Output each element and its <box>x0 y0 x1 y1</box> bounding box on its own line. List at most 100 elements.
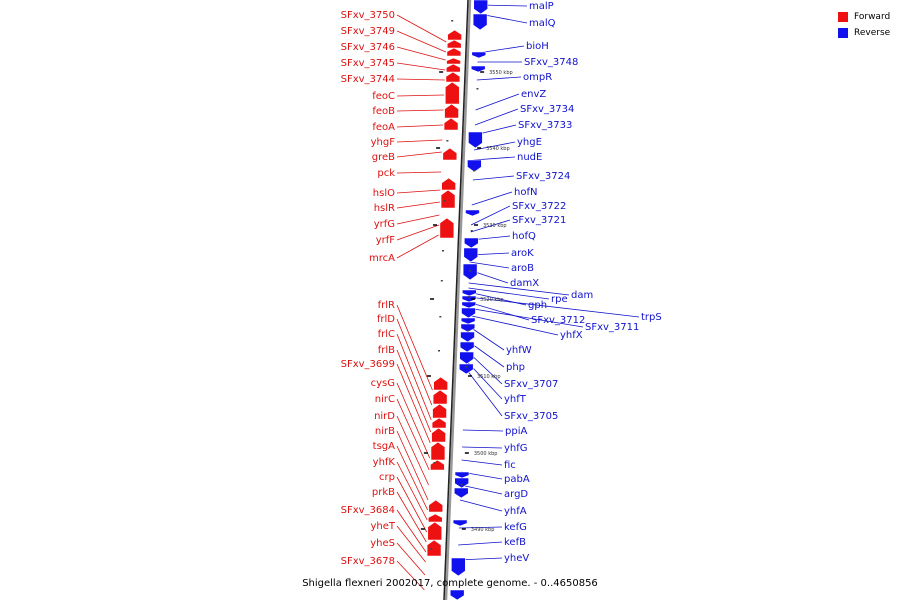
reverse-gene-label[interactable]: hofQ <box>512 231 536 242</box>
reverse-gene-label[interactable]: fic <box>504 460 516 471</box>
reverse-gene-feature[interactable] <box>459 351 474 365</box>
forward-gene-label[interactable]: mrcA <box>369 253 395 264</box>
forward-gene-feature[interactable] <box>431 417 447 429</box>
reverse-gene-feature[interactable] <box>454 477 469 489</box>
forward-gene-label[interactable]: nirB <box>375 426 395 437</box>
reverse-gene-label[interactable]: ppiA <box>505 426 527 437</box>
reverse-gene-label[interactable]: dam <box>571 290 593 301</box>
reverse-gene-feature[interactable] <box>463 237 479 249</box>
forward-gene-label[interactable]: yheS <box>370 538 395 549</box>
forward-gene-label[interactable]: frlB <box>378 345 395 356</box>
forward-gene-label[interactable]: SFxv_3745 <box>341 58 395 69</box>
forward-gene-feature[interactable] <box>444 103 459 119</box>
reverse-gene-feature[interactable] <box>463 247 479 263</box>
reverse-gene-label[interactable]: kefG <box>504 522 527 533</box>
reverse-gene-label[interactable]: hofN <box>514 187 537 198</box>
forward-gene-label[interactable]: frlR <box>378 300 395 311</box>
reverse-gene-label[interactable]: yhgE <box>517 137 542 148</box>
reverse-gene-feature[interactable] <box>458 363 474 375</box>
reverse-gene-feature[interactable] <box>460 331 475 343</box>
forward-gene-label[interactable]: pck <box>377 168 395 179</box>
forward-gene-label[interactable]: nirD <box>374 411 395 422</box>
forward-gene-feature[interactable] <box>426 539 442 557</box>
forward-gene-label[interactable]: yhfK <box>373 457 396 468</box>
forward-gene-feature[interactable] <box>442 147 458 161</box>
reverse-gene-feature[interactable] <box>467 159 482 173</box>
reverse-gene-label[interactable]: malP <box>529 1 554 12</box>
reverse-gene-label[interactable]: SFxv_3734 <box>520 104 574 115</box>
reverse-gene-label[interactable]: yheV <box>504 553 529 564</box>
reverse-gene-label[interactable]: SFxv_3721 <box>512 215 566 226</box>
reverse-gene-feature[interactable] <box>472 13 488 31</box>
forward-gene-feature[interactable] <box>433 376 448 391</box>
forward-gene-label[interactable]: SFxv_3744 <box>341 74 395 85</box>
reverse-gene-feature[interactable] <box>461 301 477 309</box>
reverse-gene-feature[interactable] <box>470 65 486 73</box>
reverse-gene-label[interactable]: ompR <box>523 72 552 83</box>
reverse-gene-label[interactable]: yhfT <box>504 394 527 405</box>
forward-gene-feature[interactable] <box>441 177 456 191</box>
reverse-gene-feature[interactable] <box>452 519 468 527</box>
reverse-gene-label[interactable]: kefB <box>504 537 526 548</box>
reverse-gene-label[interactable]: envZ <box>521 89 546 100</box>
forward-gene-label[interactable]: SFxv_3746 <box>341 42 395 53</box>
forward-gene-label[interactable]: SFxv_3678 <box>341 556 395 567</box>
forward-gene-label[interactable]: frlC <box>378 329 395 340</box>
forward-gene-label[interactable]: yrfF <box>376 235 396 246</box>
forward-gene-label[interactable]: frlD <box>377 314 395 325</box>
reverse-gene-feature[interactable] <box>454 471 470 479</box>
reverse-gene-label[interactable]: gph <box>528 300 547 311</box>
forward-gene-feature[interactable] <box>445 63 461 73</box>
reverse-gene-label[interactable]: bioH <box>526 41 549 52</box>
reverse-gene-label[interactable]: pabA <box>504 474 530 485</box>
reverse-gene-feature[interactable] <box>461 289 477 297</box>
reverse-gene-label[interactable]: trpS <box>641 312 662 323</box>
forward-gene-feature[interactable] <box>427 521 443 541</box>
forward-gene-feature[interactable] <box>430 441 446 461</box>
reverse-gene-label[interactable]: SFxv_3707 <box>504 379 558 390</box>
reverse-gene-label[interactable]: nudE <box>517 152 542 163</box>
reverse-gene-feature[interactable] <box>453 487 469 499</box>
forward-gene-feature[interactable] <box>430 459 445 471</box>
forward-gene-label[interactable]: SFxv_3699 <box>341 359 395 370</box>
reverse-gene-label[interactable]: SFxv_3711 <box>585 322 639 333</box>
forward-gene-feature[interactable] <box>443 117 459 131</box>
forward-gene-feature[interactable] <box>432 403 447 419</box>
forward-gene-label[interactable]: SFxv_3750 <box>341 10 395 21</box>
forward-gene-feature[interactable] <box>445 71 461 83</box>
reverse-gene-label[interactable]: SFxv_3724 <box>516 171 570 182</box>
forward-gene-feature[interactable] <box>446 57 461 65</box>
forward-gene-label[interactable]: feoC <box>372 91 395 102</box>
forward-gene-label[interactable]: cysG <box>371 378 395 389</box>
forward-gene-label[interactable]: hslO <box>373 188 395 199</box>
reverse-gene-feature[interactable] <box>462 263 478 281</box>
forward-gene-feature[interactable] <box>432 389 448 405</box>
forward-gene-label[interactable]: yheT <box>370 521 395 532</box>
forward-gene-feature[interactable] <box>428 499 444 513</box>
reverse-gene-label[interactable]: argD <box>504 489 528 500</box>
reverse-gene-label[interactable]: rpe <box>551 294 568 305</box>
reverse-gene-label[interactable]: yhfW <box>506 345 532 356</box>
forward-gene-feature[interactable] <box>447 29 462 41</box>
forward-gene-feature[interactable] <box>440 189 456 209</box>
reverse-gene-feature[interactable] <box>471 51 487 59</box>
reverse-gene-label[interactable]: malQ <box>529 18 556 29</box>
forward-gene-feature[interactable] <box>446 47 462 57</box>
forward-gene-label[interactable]: nirC <box>375 394 395 405</box>
reverse-gene-feature[interactable] <box>460 317 476 325</box>
reverse-gene-feature[interactable] <box>473 0 489 15</box>
forward-gene-label[interactable]: feoA <box>372 122 395 133</box>
forward-gene-label[interactable]: prkB <box>372 487 395 498</box>
reverse-gene-label[interactable]: SFxv_3733 <box>518 120 572 131</box>
reverse-gene-label[interactable]: damX <box>510 278 539 289</box>
reverse-gene-label[interactable]: yhfX <box>560 330 583 341</box>
reverse-gene-label[interactable]: SFxv_3712 <box>531 315 585 326</box>
forward-gene-label[interactable]: yhgF <box>371 137 396 148</box>
reverse-gene-label[interactable]: php <box>506 362 525 373</box>
forward-gene-label[interactable]: greB <box>372 152 395 163</box>
reverse-gene-label[interactable]: yhfG <box>504 443 528 454</box>
reverse-gene-label[interactable]: aroB <box>511 263 534 274</box>
forward-gene-label[interactable]: feoB <box>372 106 395 117</box>
forward-gene-label[interactable]: yrfG <box>374 219 395 230</box>
reverse-gene-label[interactable]: SFxv_3748 <box>524 57 578 68</box>
